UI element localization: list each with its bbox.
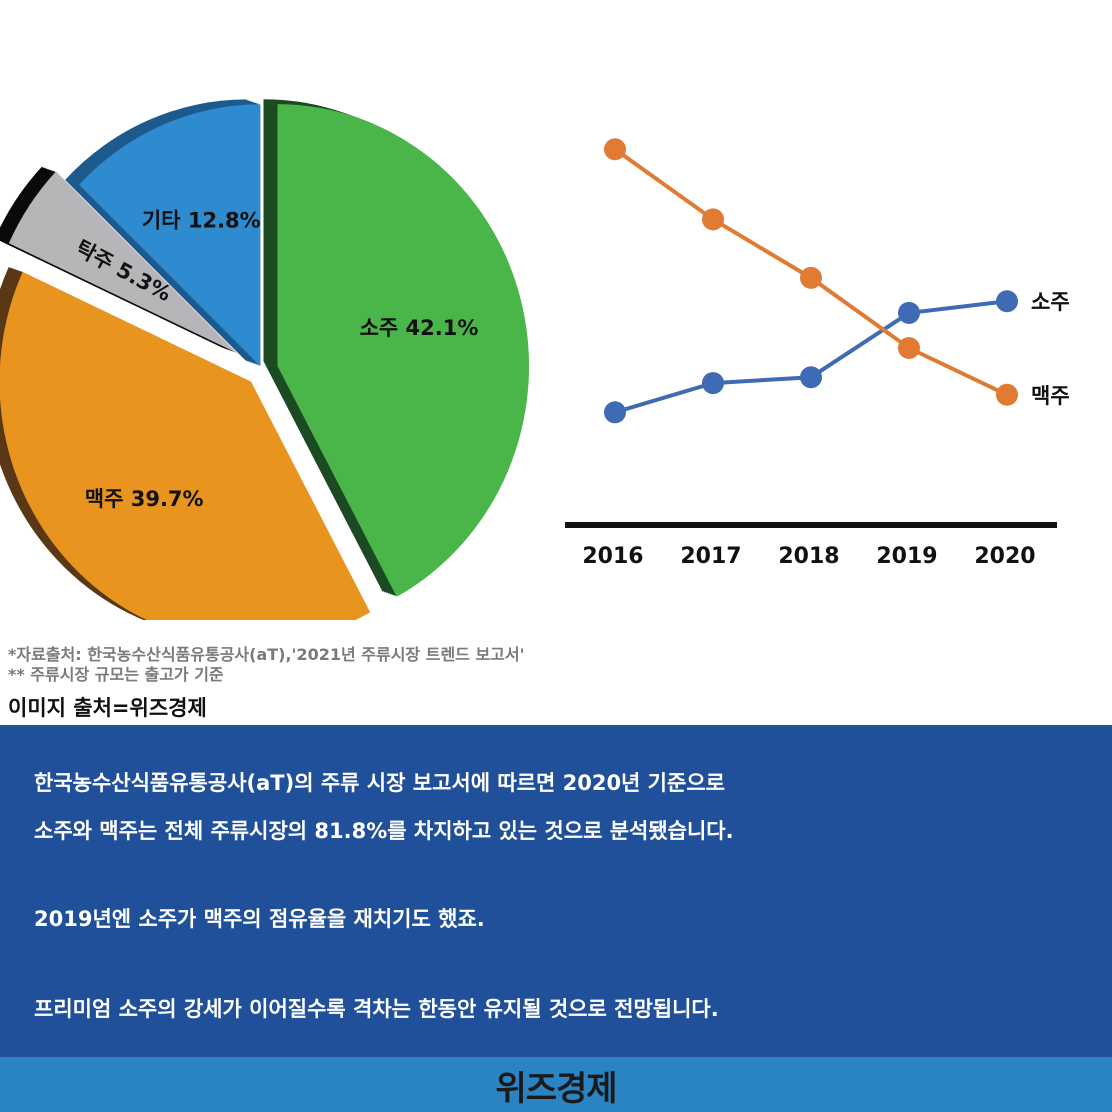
- series-1-point-0: [604, 138, 626, 161]
- image-credit: 이미지 출처=위즈경제: [8, 696, 207, 720]
- pie-label-3: 기타 12.8%: [142, 209, 261, 233]
- source-notes: *자료출처: 한국농수산식품유통공사(aT),'2021년 주류시장 트렌드 보…: [8, 645, 525, 685]
- summary-line-3: 2019년엔 소주가 맥주의 점유율을 재치기도 했죠.: [34, 907, 485, 931]
- series-1-point-2: [800, 266, 822, 289]
- source-note: *자료출처: 한국농수산식품유통공사(aT),'2021년 주류시장 트렌드 보…: [8, 645, 525, 664]
- x-tick-labels: 2016 2017 2018 2019 2020: [582, 544, 1035, 569]
- series-line-0: [614, 299, 1008, 415]
- pie-slices: [0, 104, 530, 620]
- series-0-point-2: [800, 366, 822, 389]
- pie-label-1: 맥주 39.7%: [85, 487, 204, 511]
- pie-slice-0: [277, 104, 530, 597]
- pie-chart: 소주 42.1%맥주 39.7%탁주 5.3%기타 12.8%: [0, 99, 530, 620]
- year-label-2019: 2019: [876, 544, 937, 569]
- footer-bar: 위즈경제: [0, 1057, 1112, 1112]
- series-1-point-3: [898, 337, 920, 359]
- pie-slice-3: [79, 104, 261, 367]
- pie-slice-1: [0, 271, 371, 620]
- line-points: [604, 138, 1018, 424]
- logo: 위즈경제: [495, 1069, 617, 1109]
- summary-line-2: 소주와 맥주는 전체 주류시장의 81.8%를 차지하고 있는 것으로 분석됐습…: [34, 819, 734, 843]
- year-label-2017: 2017: [680, 544, 741, 569]
- summary-panel: 한국농수산식품유통공사(aT)의 주류 시장 보고서에 따르면 2020년 기준…: [0, 725, 1112, 1057]
- series-label-0: 소주: [1031, 290, 1070, 314]
- series-1-point-4: [996, 383, 1018, 406]
- summary-line-4: 프리미엄 소주의 강세가 이어질수록 격차는 한동안 유지될 것으로 전망됩니다…: [34, 997, 719, 1021]
- series-0-point-3: [898, 301, 920, 324]
- year-label-2018: 2018: [778, 544, 839, 569]
- pie-label-0: 소주 42.1%: [360, 316, 479, 340]
- series-label-1: 맥주: [1031, 384, 1070, 408]
- x-axis-line: [565, 522, 1057, 528]
- series-0-point-0: [604, 401, 626, 424]
- year-label-2020: 2020: [974, 544, 1035, 569]
- series-1-point-1: [702, 208, 724, 231]
- pie-slice-2: [8, 171, 238, 354]
- year-label-2016: 2016: [582, 544, 643, 569]
- summary-line-1: 한국농수산식품유통공사(aT)의 주류 시장 보고서에 따르면 2020년 기준…: [34, 771, 725, 795]
- series-0-point-4: [996, 290, 1018, 313]
- basis-note: ** 주류시장 규모는 출고가 기준: [8, 665, 224, 684]
- series-0-point-1: [702, 372, 724, 395]
